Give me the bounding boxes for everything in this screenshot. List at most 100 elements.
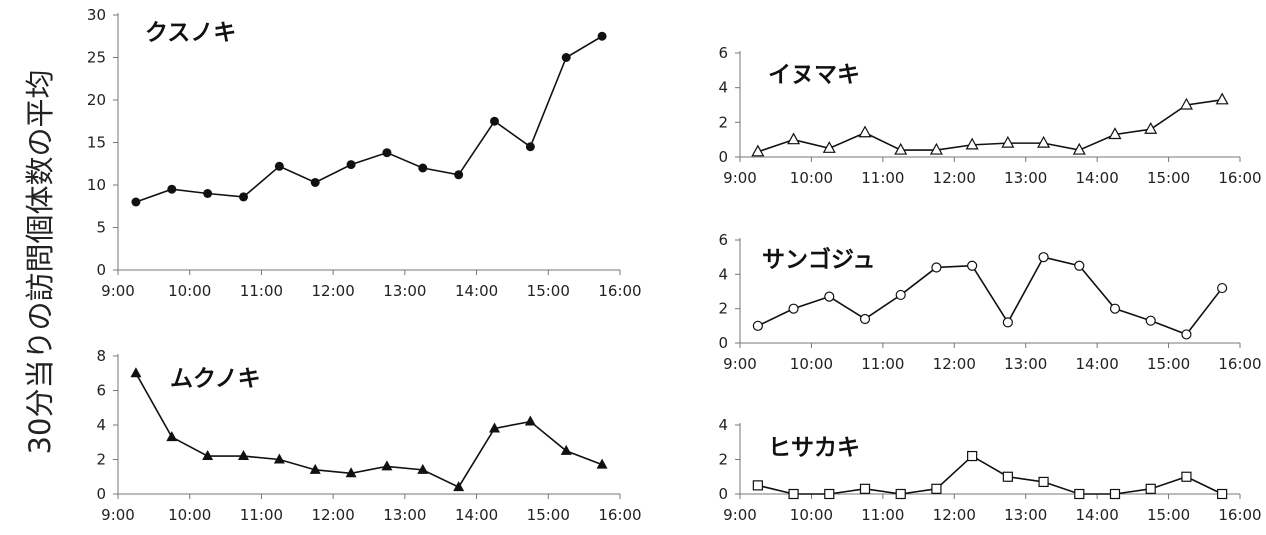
data-point (453, 481, 465, 492)
data-point (418, 163, 428, 173)
x-tick-label: 14:00 (1076, 169, 1119, 187)
data-point (967, 450, 978, 462)
x-tick-label: 12:00 (312, 506, 355, 524)
data-point (752, 320, 763, 331)
chart-5: 0 2 4 9:00 10:00 11:00 12:00 13:00 14:00 15:00 16:… (718, 416, 1261, 524)
data-point (524, 415, 536, 426)
x-tick-label: 12:00 (933, 355, 976, 373)
y-tick-label: 2 (718, 451, 728, 469)
x-tick-label: 10:00 (790, 355, 833, 373)
chart-title: サンゴジュ (762, 246, 875, 273)
x-tick-label: 15:00 (527, 506, 570, 524)
y-tick-label: 4 (718, 265, 728, 283)
data-point (1108, 127, 1122, 140)
data-point (1074, 488, 1085, 500)
y-tick-label: 10 (87, 176, 106, 194)
data-point (1217, 488, 1228, 500)
y-tick-label: 30 (87, 6, 106, 24)
data-point (310, 177, 320, 187)
data-point (525, 142, 535, 152)
x-tick-label: 16:00 (1218, 506, 1261, 524)
x-tick-label: 16:00 (1218, 169, 1261, 187)
data-point (822, 141, 836, 153)
x-tick-label: 10:00 (168, 506, 211, 524)
data-point (894, 142, 908, 155)
data-point (824, 291, 835, 302)
chart-1: 0 5 10 15 20 25 30 9:00 10:00 11:00 12:00 13:00 14:0… (87, 6, 642, 300)
y-tick-label: 4 (718, 416, 728, 434)
y-tick-label: 0 (96, 261, 106, 279)
data-point (382, 148, 392, 158)
data-point (1217, 282, 1228, 294)
data-point (751, 144, 765, 157)
series-line (135, 35, 603, 203)
x-tick-label: 10:00 (790, 169, 833, 187)
x-tick-label: 10:00 (168, 282, 211, 300)
x-tick-label: 9:00 (101, 282, 135, 300)
y-tick-label: 15 (87, 134, 106, 152)
data-point (859, 313, 871, 325)
data-point (967, 260, 978, 271)
data-point (1145, 483, 1156, 494)
y-tick-label: 6 (96, 382, 106, 400)
chart-2: 0 2 4 6 8 9:00 10:00 11:00 12:00 13:00 14:00 15:00 1… (96, 347, 641, 524)
x-tick-label: 12:00 (312, 282, 355, 300)
data-point (752, 480, 763, 491)
data-point (274, 161, 284, 171)
chart-title: ムクノキ (170, 366, 261, 392)
data-point (239, 192, 248, 202)
data-point (788, 488, 799, 500)
y-tick-label: 25 (87, 49, 106, 67)
x-tick-label: 16:00 (598, 506, 641, 524)
data-point (1109, 303, 1121, 314)
chart-title: イヌマキ (768, 62, 860, 88)
data-point (1074, 260, 1085, 271)
y-tick-label: 8 (96, 347, 106, 365)
data-point (561, 53, 571, 62)
y-tick-label: 4 (96, 416, 106, 434)
data-point (345, 467, 357, 478)
data-point (1179, 97, 1193, 110)
y-tick-label: 20 (87, 91, 106, 109)
x-tick-label: 12:00 (933, 169, 976, 187)
x-tick-label: 16:00 (1218, 355, 1261, 373)
y-tick-label: 2 (718, 300, 728, 318)
data-point (596, 458, 608, 469)
data-point (131, 197, 141, 207)
x-tick-label: 11:00 (861, 169, 904, 187)
x-tick-label: 16:00 (598, 282, 641, 300)
data-point (1109, 488, 1121, 500)
data-point (203, 189, 213, 198)
y-tick-label: 2 (96, 451, 106, 469)
data-point (895, 488, 906, 500)
data-point (1181, 329, 1192, 340)
data-point (489, 422, 500, 433)
x-tick-label: 9:00 (101, 506, 135, 524)
y-tick-label: 0 (718, 148, 728, 166)
x-tick-label: 13:00 (383, 282, 426, 300)
chart-title: クスノキ (145, 20, 236, 46)
x-tick-label: 14:00 (455, 282, 498, 300)
data-point (130, 367, 142, 378)
y-tick-label: 6 (718, 44, 728, 62)
x-tick-label: 10:00 (790, 506, 833, 524)
data-point (1181, 471, 1192, 482)
x-tick-label: 11:00 (240, 506, 283, 524)
data-point (560, 444, 572, 455)
data-point (931, 262, 942, 273)
x-tick-label: 15:00 (1147, 355, 1190, 373)
x-tick-label: 13:00 (1004, 355, 1047, 373)
data-point (859, 483, 871, 494)
data-point (965, 137, 979, 150)
x-tick-label: 15:00 (527, 282, 570, 300)
y-tick-label: 2 (718, 113, 728, 131)
x-tick-label: 11:00 (240, 282, 283, 300)
data-point (858, 125, 872, 138)
data-point (1001, 135, 1015, 148)
x-tick-label: 9:00 (723, 355, 757, 373)
y-tick-label: 6 (718, 231, 728, 249)
x-tick-label: 13:00 (1004, 169, 1047, 187)
x-tick-label: 9:00 (723, 169, 757, 187)
series-line (135, 372, 603, 489)
